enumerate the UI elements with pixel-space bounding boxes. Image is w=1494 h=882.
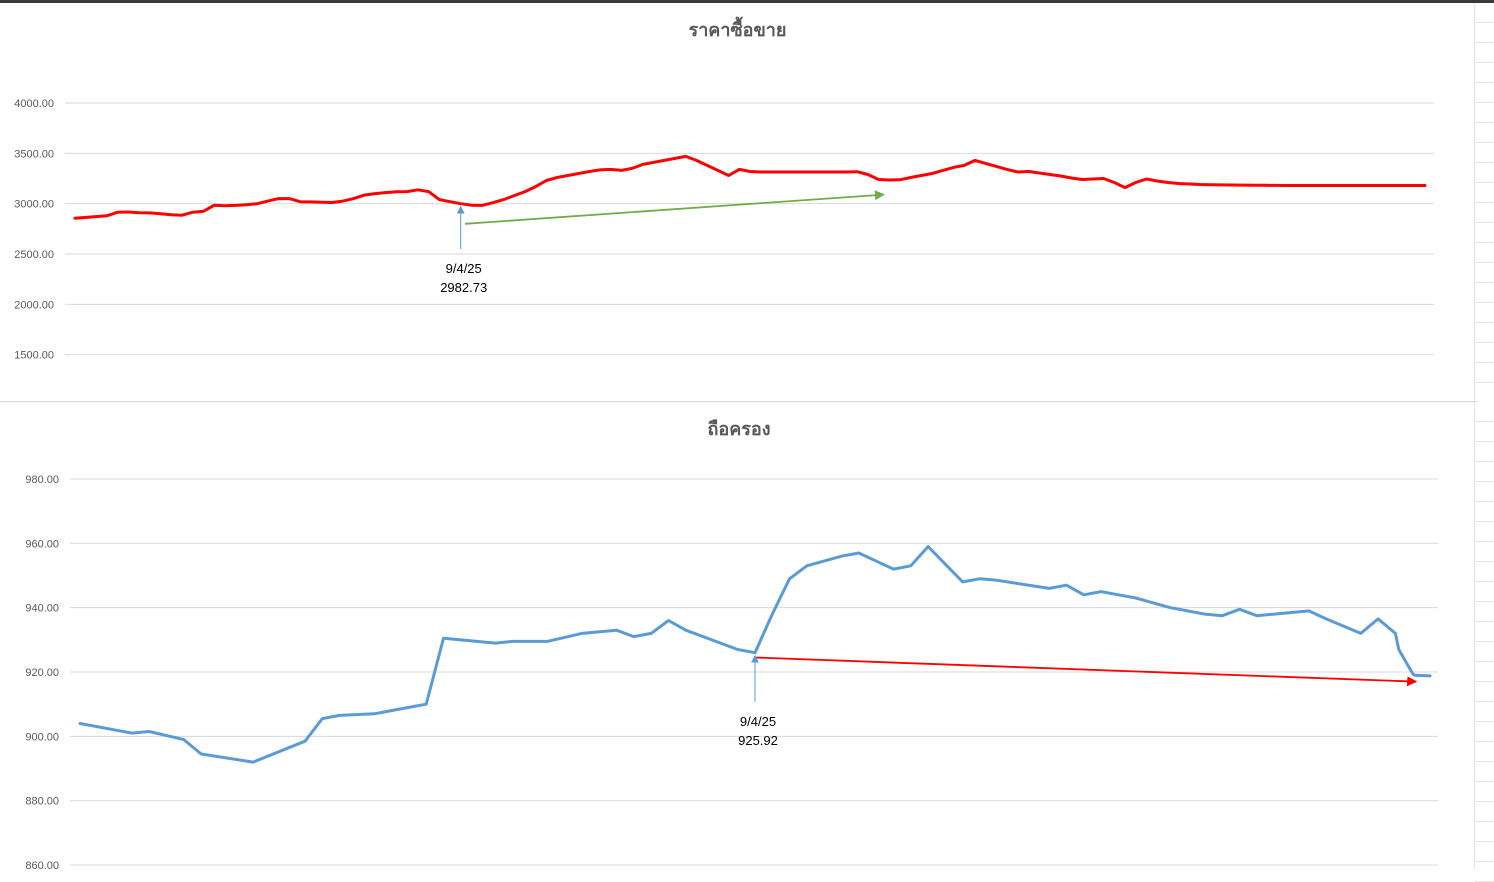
y-tick-label: 2000.00 (14, 299, 54, 311)
sheet-row-cell (1475, 542, 1494, 562)
sheet-row-cell (1475, 283, 1494, 303)
sheet-row-cell (1475, 223, 1494, 243)
sheet-row-cell (1475, 482, 1494, 502)
sheet-row-cell (1475, 722, 1494, 742)
sheet-row-cell (1475, 383, 1494, 403)
sheet-row-cell (1475, 63, 1494, 83)
sheet-row-cell (1475, 163, 1494, 183)
sheet-row-cell (1475, 822, 1494, 842)
annotation-value: 925.92 (738, 733, 778, 748)
sheet-top-border (0, 0, 1494, 3)
y-tick-label: 880.00 (25, 796, 59, 808)
sheet-row-cell (1475, 762, 1494, 782)
annotation-date: 9/4/25 (446, 261, 482, 276)
series-line (78, 545, 1432, 764)
sheet-row-cell (1475, 842, 1494, 862)
sheet-row-cell (1475, 3, 1494, 23)
sheet-row-cell (1475, 422, 1494, 442)
trend-arrow (754, 656, 1418, 687)
sheet-row-cell (1475, 662, 1494, 682)
sheet-row-cell (1475, 802, 1494, 822)
sheet-cells-right-bottom (1474, 402, 1494, 882)
chart-title: ถือครอง (707, 419, 771, 439)
y-tick-label: 1500.00 (14, 350, 54, 362)
sheet-row-cell (1475, 862, 1494, 882)
y-tick-label: 860.00 (25, 860, 59, 871)
sheet-row-cell (1475, 43, 1494, 63)
holding-chart[interactable]: ถือครอง 980.00 960.00 940.00 920.00 900.00 88… (0, 401, 1478, 871)
chart-title: ราคาซื้อขาย (688, 20, 787, 40)
sheet-row-cell (1475, 622, 1494, 642)
sheet-row-cell (1475, 562, 1494, 582)
sheet-row-cell (1475, 522, 1494, 542)
sheet-row-cell (1475, 203, 1494, 223)
sheet-row-cell (1475, 702, 1494, 722)
annotation-value: 2982.73 (440, 280, 487, 295)
sheet-row-cell (1475, 243, 1494, 263)
price-chart[interactable]: ราคาซื้อขาย 4000.00 3500.00 3000.00 2500.00… (0, 3, 1475, 401)
sheet-row-cell (1475, 323, 1494, 343)
series-line (73, 154, 1427, 220)
sheet-row-cell (1475, 462, 1494, 482)
y-tick-label: 900.00 (25, 731, 59, 743)
trend-arrow (464, 190, 885, 225)
sheet-row-cell (1475, 582, 1494, 602)
annotation-date: 9/4/25 (740, 714, 776, 729)
sheet-row-cell (1475, 402, 1494, 422)
sheet-row-cell (1475, 442, 1494, 462)
y-tick-label: 940.00 (25, 603, 59, 615)
price-chart-plot: 4000.00 3500.00 3000.00 2500.00 2000.00 1500.… (14, 98, 1434, 362)
sheet-row-cell (1475, 103, 1494, 123)
sheet-row-cell (1475, 343, 1494, 363)
sheet-row-cell (1475, 642, 1494, 662)
sheet-row-cell (1475, 183, 1494, 203)
holding-chart-plot: 980.00 960.00 940.00 920.00 900.00 880.00 860.… (25, 474, 1438, 871)
y-tick-label: 4000.00 (14, 98, 54, 110)
sheet-cells-right-top (1474, 3, 1494, 403)
sheet-row-cell (1475, 143, 1494, 163)
sheet-row-cell (1475, 742, 1494, 762)
sheet-row-cell (1475, 682, 1494, 702)
y-tick-label: 2500.00 (14, 249, 54, 261)
y-tick-label: 960.00 (25, 538, 59, 550)
sheet-row-cell (1475, 123, 1494, 143)
y-tick-label: 3000.00 (14, 199, 54, 211)
sheet-row-cell (1475, 83, 1494, 103)
sheet-row-cell (1475, 303, 1494, 323)
y-tick-label: 980.00 (25, 474, 59, 486)
sheet-row-cell (1475, 363, 1494, 383)
sheet-row-cell (1475, 502, 1494, 522)
sheet-row-cell (1475, 23, 1494, 43)
sheet-row-cell (1475, 782, 1494, 802)
y-tick-label: 3500.00 (14, 148, 54, 160)
y-tick-label: 920.00 (25, 667, 59, 679)
sheet-row-cell (1475, 602, 1494, 622)
sheet-row-cell (1475, 263, 1494, 283)
